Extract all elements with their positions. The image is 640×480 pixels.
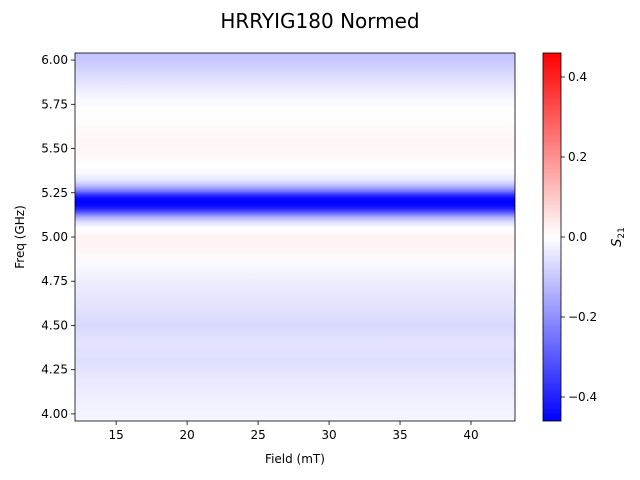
y-axis-ticks: 4.00 4.25 4.50 4.75 5.00 5.25 5.50 5.75 6.00 — [41, 53, 75, 421]
x-axis-label: Field (mT) — [265, 452, 325, 466]
y-tick-label: 5.25 — [41, 186, 68, 200]
chart-title: HRRYIG180 Normed — [220, 9, 419, 33]
colorbar-tick-label: −0.2 — [568, 310, 597, 324]
x-tick-label: 15 — [109, 428, 124, 442]
x-tick-label: 35 — [392, 428, 407, 442]
heatmap-plot-area — [75, 53, 515, 421]
x-tick-label: 30 — [321, 428, 336, 442]
colorbar-label: S21 — [610, 227, 627, 247]
y-tick-label: 4.25 — [41, 363, 68, 377]
colorbar-label-sub: 21 — [617, 227, 627, 238]
y-tick-label: 4.00 — [41, 407, 68, 421]
x-tick-label: 20 — [179, 428, 194, 442]
y-tick-label: 4.75 — [41, 274, 68, 288]
colorbar-tick-label: 0.4 — [568, 70, 587, 84]
y-tick-label: 4.50 — [41, 318, 68, 332]
y-tick-label: 5.50 — [41, 142, 68, 156]
colorbar-tick-label: 0.0 — [568, 230, 587, 244]
colorbar-label-main: S — [610, 239, 625, 247]
y-tick-label: 5.75 — [41, 97, 68, 111]
x-tick-label: 25 — [250, 428, 265, 442]
y-axis-label: Freq (GHz) — [13, 205, 27, 269]
x-tick-label: 40 — [463, 428, 478, 442]
y-tick-label: 5.00 — [41, 230, 68, 244]
y-tick-label: 6.00 — [41, 53, 68, 67]
colorbar-ticks: 0.4 0.2 0.0 −0.2 −0.4 — [561, 70, 597, 404]
colorbar-tick-label: −0.4 — [568, 390, 597, 404]
colorbar-tick-label: 0.2 — [568, 150, 587, 164]
x-axis-ticks: 15 20 25 30 35 40 — [109, 421, 479, 442]
colorbar — [542, 52, 562, 422]
